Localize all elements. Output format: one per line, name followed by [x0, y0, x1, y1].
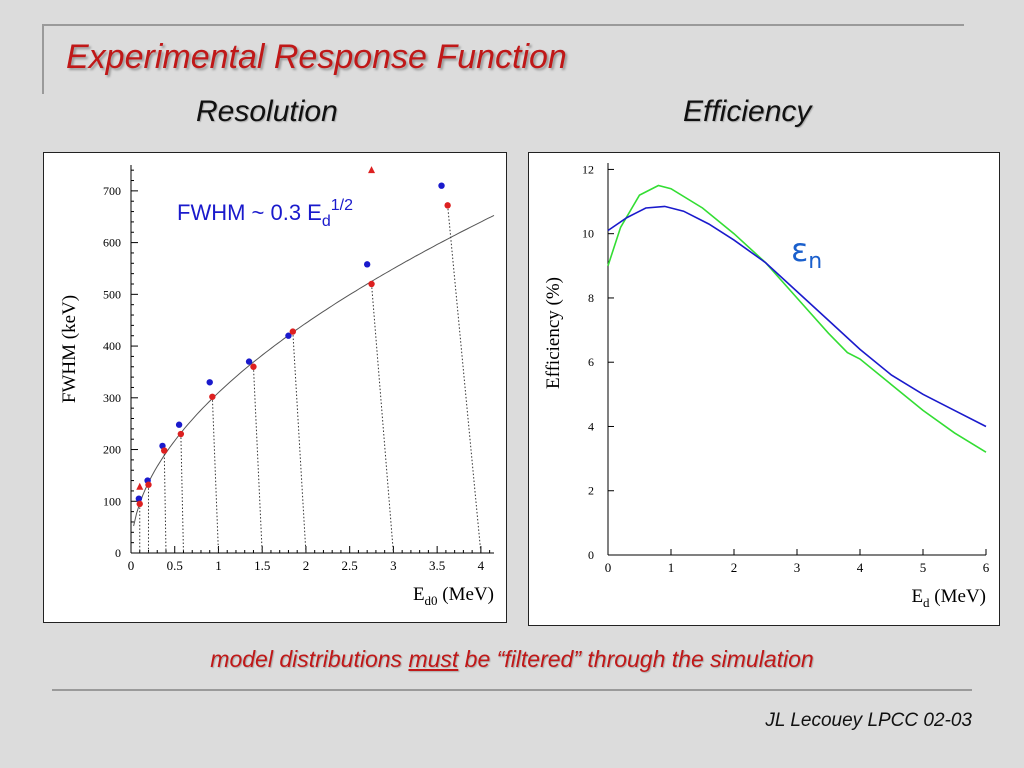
x-tick-label: 6 — [983, 560, 990, 575]
y-tick-label: 700 — [103, 184, 121, 198]
data-point — [368, 280, 375, 288]
data-point — [285, 332, 292, 339]
x-axis-label-unit: (MeV) — [930, 586, 986, 607]
x-axis-label-unit: (MeV) — [438, 584, 494, 605]
drop-line — [211, 396, 219, 554]
data-point — [161, 447, 168, 454]
efficiency-heading: Efficiency — [683, 95, 812, 128]
drop-line — [163, 450, 167, 554]
x-tick-label: 1.5 — [254, 558, 270, 573]
efficiency-annotation: εn — [791, 231, 822, 274]
x-axis-label-sub: d0 — [425, 593, 438, 608]
author-credit: JL Lecouey LPCC 02-03 — [765, 710, 972, 731]
y-axis-label: FWHM (keV) — [59, 295, 80, 403]
x-tick-label: 2 — [303, 558, 310, 573]
data-point — [135, 495, 143, 502]
x-tick-label: 4 — [478, 558, 485, 573]
x-tick-label: 3 — [390, 558, 397, 573]
fit-annotation-sup: 1/2 — [331, 197, 353, 214]
data-point-triangle — [136, 482, 144, 490]
x-tick-label: 5 — [920, 560, 927, 575]
y-tick-label: 12 — [582, 162, 594, 176]
drop-line — [180, 434, 184, 554]
efficiency-curve — [607, 184, 987, 453]
x-tick-label: 0.5 — [167, 558, 183, 573]
resolution-chart-panel: 0 100 200 300 400 500 600 700 0 0.5 1 1.5 2 2.5 3 3.5 4 F… — [43, 152, 507, 623]
resolution-chart: 0 100 200 300 400 500 600 700 0 0.5 1 1.5 2 2.5 3 3.5 4 F… — [59, 165, 495, 608]
y-tick-label: 100 — [103, 494, 121, 508]
data-point — [444, 202, 451, 209]
data-point — [209, 393, 216, 400]
left-rule — [42, 24, 44, 94]
y-tick-label: 200 — [103, 443, 121, 457]
fit-curve — [133, 214, 495, 527]
y-tick-label: 4 — [588, 419, 594, 433]
x-tick-label: 1 — [215, 558, 222, 573]
data-point — [206, 379, 213, 386]
x-axis-label-main: E — [413, 584, 425, 605]
x-tick-label: 0 — [128, 558, 135, 573]
drop-line — [292, 331, 307, 554]
drop-line — [371, 283, 394, 554]
efficiency-chart-panel: 0 2 4 6 8 10 12 0 1 2 3 4 5 6 Efficiency (%) Ed (MeV) εn — [528, 152, 1000, 626]
fit-annotation-main: FWHM ~ 0.3 E — [177, 200, 322, 225]
y-tick-label: 0 — [115, 546, 121, 560]
fit-annotation-sub: d — [322, 213, 331, 230]
footnote-text-c: be “filtered” through the simulation — [458, 646, 814, 672]
x-tick-label: 3.5 — [429, 558, 445, 573]
y-tick-label: 600 — [103, 236, 121, 250]
efficiency-curve — [607, 205, 987, 428]
x-axis-label-sub: d — [923, 595, 930, 610]
x-axis-label-main: E — [911, 586, 923, 607]
top-rule — [42, 24, 964, 26]
y-axis-label: Efficiency (%) — [543, 277, 564, 389]
y-tick-label: 10 — [582, 227, 594, 241]
x-tick-label: 4 — [857, 560, 864, 575]
y-tick-label: 300 — [103, 391, 121, 405]
y-tick-label: 2 — [588, 484, 594, 498]
drop-line — [447, 205, 482, 554]
y-tick-label: 500 — [103, 287, 121, 301]
y-tick-label: 0 — [588, 548, 594, 562]
footnote-text-a: model distributions — [210, 646, 409, 672]
x-tick-label: 1 — [668, 560, 675, 575]
fit-annotation: FWHM ~ 0.3 Ed1/2 — [177, 197, 353, 230]
y-tick-label: 8 — [588, 291, 594, 305]
data-point — [245, 358, 253, 365]
footnote: model distributions must be “filtered” t… — [0, 646, 1024, 673]
x-tick-label: 2 — [731, 560, 738, 575]
data-point — [363, 261, 371, 268]
y-tick-label: 400 — [103, 339, 121, 353]
drop-line — [252, 366, 263, 554]
slide-title: Experimental Response Function — [66, 38, 567, 76]
footnote-emphasis: must — [408, 646, 459, 672]
resolution-heading: Resolution — [196, 95, 338, 128]
x-tick-label: 3 — [794, 560, 801, 575]
data-point — [136, 500, 143, 508]
x-tick-label: 2.5 — [342, 558, 358, 573]
efficiency-annotation-main: ε — [791, 231, 808, 269]
data-point — [250, 363, 257, 370]
data-point-triangle — [368, 166, 376, 174]
x-tick-label: 0 — [605, 560, 612, 575]
x-axis-label: Ed0 (MeV) — [413, 584, 494, 608]
y-tick-label: 6 — [588, 355, 594, 369]
data-point — [145, 481, 152, 488]
data-point — [438, 182, 445, 189]
data-point — [177, 430, 185, 438]
bottom-rule — [52, 689, 972, 691]
efficiency-annotation-sub: n — [808, 249, 822, 274]
data-point — [289, 328, 297, 335]
data-point — [175, 421, 183, 428]
x-axis-label: Ed (MeV) — [911, 586, 986, 610]
